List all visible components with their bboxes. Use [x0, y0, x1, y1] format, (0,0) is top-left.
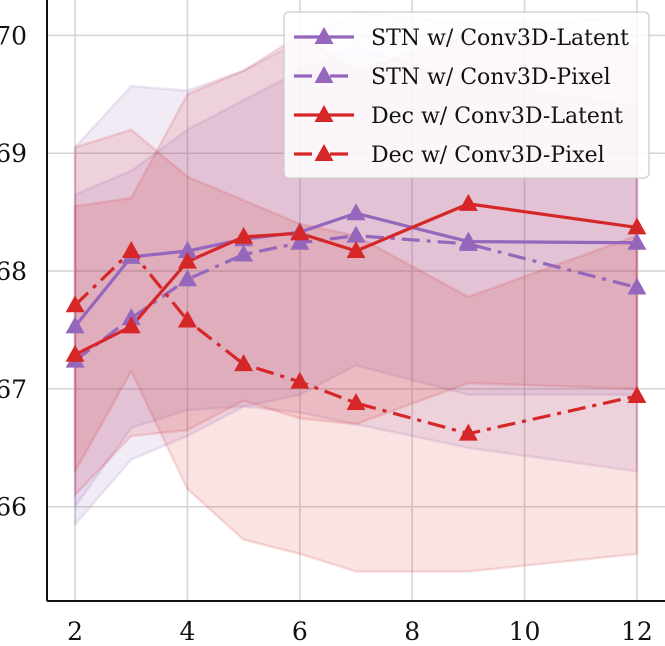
axes [46, 0, 665, 602]
x-tick-label: 12 [621, 617, 653, 646]
data-point [234, 354, 254, 372]
legend-label: STN w/ Conv3D-Latent [371, 26, 629, 51]
legend-swatch-marker [314, 66, 334, 83]
y-tick-label: 68 [0, 257, 27, 286]
data-point [627, 232, 647, 250]
legend: STN w/ Conv3D-Latent STN w/ Conv3D-Pixel D… [283, 11, 650, 179]
data-point [177, 310, 197, 328]
legend-swatch-marker [314, 105, 334, 122]
series-line-3 [74, 202, 638, 357]
data-point [65, 295, 85, 313]
data-point [65, 344, 85, 362]
data-point [346, 241, 366, 259]
legend-swatch-marker [314, 144, 334, 161]
data-point [627, 277, 647, 295]
data-point [458, 193, 478, 211]
data-point [234, 226, 254, 244]
data-point [177, 251, 197, 269]
data-point [346, 393, 366, 411]
y-tick-label: 67 [0, 375, 27, 404]
data-point [121, 241, 141, 259]
y-tick-label: 69 [0, 139, 27, 168]
data-point [234, 244, 254, 262]
data-point [290, 232, 310, 250]
series-line-2 [74, 234, 638, 362]
data-point [177, 269, 197, 287]
data-point [458, 423, 478, 441]
x-tick-label: 4 [180, 617, 196, 646]
x-tick-label: 10 [509, 617, 541, 646]
series-lines [73, 202, 638, 436]
x-tick-label: 8 [404, 617, 420, 646]
data-point [290, 223, 310, 241]
x-tick-label: 6 [292, 617, 308, 646]
legend-box [283, 11, 650, 179]
confidence-band-4 [73, 128, 639, 573]
legend-label: Dec w/ Conv3D-Latent [371, 104, 623, 129]
series-line-4 [73, 249, 638, 436]
data-point [627, 385, 647, 403]
data-point [65, 316, 85, 334]
y-tick-label: 70 [0, 21, 27, 50]
data-point [290, 371, 310, 389]
legend-swatch-marker [314, 27, 334, 44]
x-tick-label: 2 [67, 617, 83, 646]
data-point [346, 225, 366, 243]
series-markers [65, 193, 647, 441]
data-point [627, 217, 647, 235]
legend-label: STN w/ Conv3D-Pixel [371, 65, 611, 90]
data-point [458, 233, 478, 251]
data-point [121, 316, 141, 334]
y-tick-label: 66 [0, 493, 27, 522]
legend-label: Dec w/ Conv3D-Pixel [371, 143, 605, 168]
data-point [346, 203, 366, 221]
data-point [177, 241, 197, 259]
